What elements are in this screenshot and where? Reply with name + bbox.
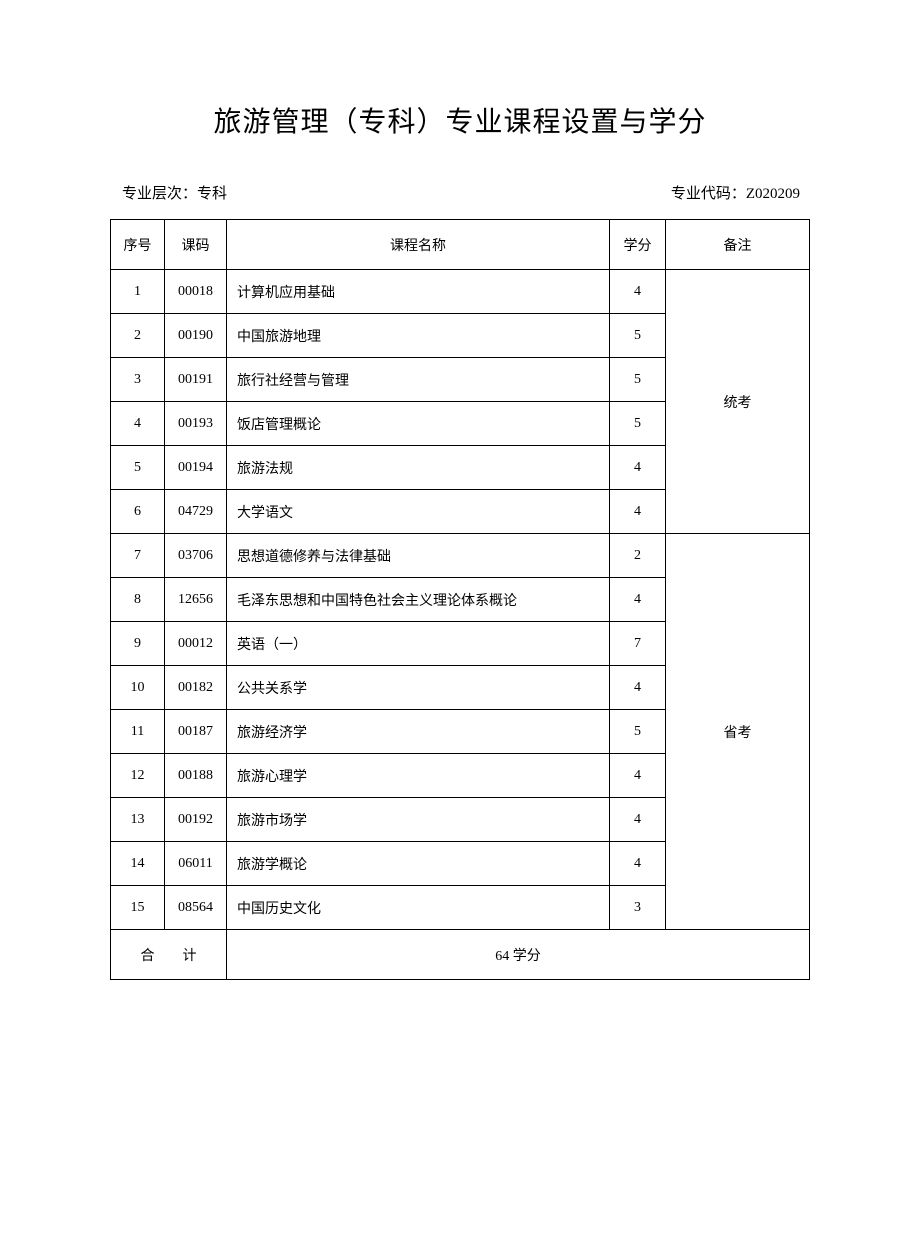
cell-name: 旅游心理学 xyxy=(227,754,610,798)
cell-code: 00182 xyxy=(165,666,227,710)
cell-name: 大学语文 xyxy=(227,490,610,534)
header-credit: 学分 xyxy=(610,220,666,270)
table-row: 100018计算机应用基础4统考 xyxy=(111,270,810,314)
cell-credit: 5 xyxy=(610,358,666,402)
cell-credit: 4 xyxy=(610,842,666,886)
cell-name: 英语（一） xyxy=(227,622,610,666)
code-label: 专业代码：Z020209 xyxy=(671,182,800,203)
cell-seq: 2 xyxy=(111,314,165,358)
cell-seq: 4 xyxy=(111,402,165,446)
cell-code: 00190 xyxy=(165,314,227,358)
cell-seq: 6 xyxy=(111,490,165,534)
cell-name: 旅行社经营与管理 xyxy=(227,358,610,402)
table-row: 703706思想道德修养与法律基础2省考 xyxy=(111,534,810,578)
cell-seq: 7 xyxy=(111,534,165,578)
cell-note: 省考 xyxy=(666,534,810,930)
cell-name: 公共关系学 xyxy=(227,666,610,710)
cell-code: 00188 xyxy=(165,754,227,798)
cell-name: 旅游法规 xyxy=(227,446,610,490)
cell-code: 04729 xyxy=(165,490,227,534)
cell-name: 中国历史文化 xyxy=(227,886,610,930)
cell-seq: 15 xyxy=(111,886,165,930)
cell-seq: 1 xyxy=(111,270,165,314)
cell-credit: 4 xyxy=(610,578,666,622)
meta-row: 专业层次：专科 专业代码：Z020209 xyxy=(110,182,810,203)
page-title: 旅游管理（专科）专业课程设置与学分 xyxy=(110,100,810,140)
cell-name: 旅游学概论 xyxy=(227,842,610,886)
cell-credit: 7 xyxy=(610,622,666,666)
cell-seq: 14 xyxy=(111,842,165,886)
cell-code: 00012 xyxy=(165,622,227,666)
cell-name: 旅游市场学 xyxy=(227,798,610,842)
cell-seq: 12 xyxy=(111,754,165,798)
cell-seq: 5 xyxy=(111,446,165,490)
cell-code: 08564 xyxy=(165,886,227,930)
course-table: 序号 课码 课程名称 学分 备注 100018计算机应用基础4统考200190中… xyxy=(110,219,810,980)
header-name: 课程名称 xyxy=(227,220,610,270)
cell-name: 饭店管理概论 xyxy=(227,402,610,446)
cell-credit: 4 xyxy=(610,490,666,534)
cell-code: 00194 xyxy=(165,446,227,490)
cell-code: 12656 xyxy=(165,578,227,622)
cell-name: 中国旅游地理 xyxy=(227,314,610,358)
cell-credit: 2 xyxy=(610,534,666,578)
cell-credit: 5 xyxy=(610,710,666,754)
cell-credit: 4 xyxy=(610,798,666,842)
level-label: 专业层次：专科 xyxy=(122,182,227,203)
cell-credit: 4 xyxy=(610,754,666,798)
cell-seq: 8 xyxy=(111,578,165,622)
cell-name: 旅游经济学 xyxy=(227,710,610,754)
cell-code: 00191 xyxy=(165,358,227,402)
cell-credit: 4 xyxy=(610,446,666,490)
cell-name: 思想道德修养与法律基础 xyxy=(227,534,610,578)
cell-credit: 4 xyxy=(610,666,666,710)
cell-credit: 3 xyxy=(610,886,666,930)
cell-seq: 11 xyxy=(111,710,165,754)
cell-credit: 4 xyxy=(610,270,666,314)
cell-seq: 9 xyxy=(111,622,165,666)
footer-value: 64 学分 xyxy=(227,930,810,980)
cell-code: 00018 xyxy=(165,270,227,314)
table-footer-row: 合计 64 学分 xyxy=(111,930,810,980)
cell-note: 统考 xyxy=(666,270,810,534)
cell-name: 计算机应用基础 xyxy=(227,270,610,314)
cell-code: 00187 xyxy=(165,710,227,754)
cell-name: 毛泽东思想和中国特色社会主义理论体系概论 xyxy=(227,578,610,622)
cell-credit: 5 xyxy=(610,402,666,446)
header-note: 备注 xyxy=(666,220,810,270)
table-header-row: 序号 课码 课程名称 学分 备注 xyxy=(111,220,810,270)
footer-label: 合计 xyxy=(111,930,227,980)
cell-seq: 3 xyxy=(111,358,165,402)
cell-code: 06011 xyxy=(165,842,227,886)
cell-seq: 10 xyxy=(111,666,165,710)
cell-code: 03706 xyxy=(165,534,227,578)
cell-code: 00193 xyxy=(165,402,227,446)
cell-code: 00192 xyxy=(165,798,227,842)
header-code: 课码 xyxy=(165,220,227,270)
cell-credit: 5 xyxy=(610,314,666,358)
cell-seq: 13 xyxy=(111,798,165,842)
header-seq: 序号 xyxy=(111,220,165,270)
